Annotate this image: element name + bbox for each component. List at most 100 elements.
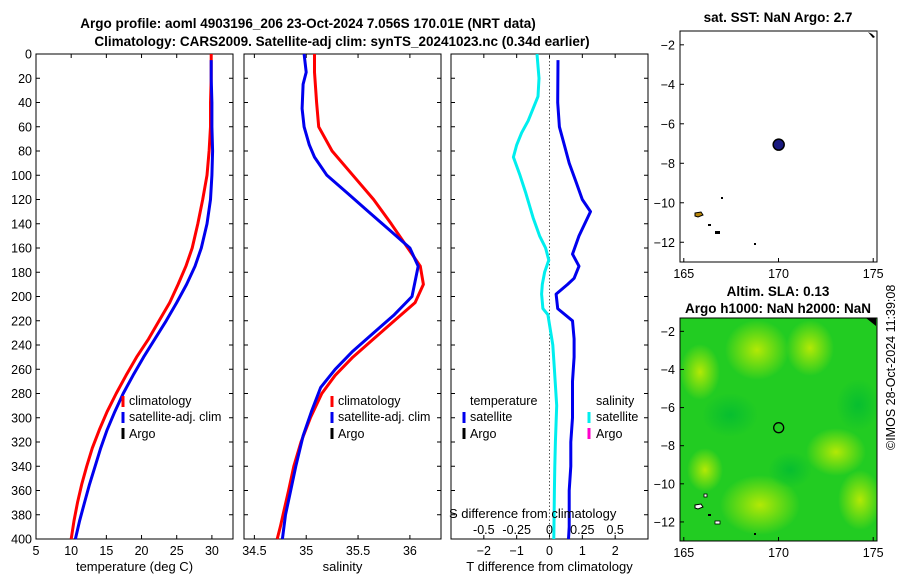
sla-blob (687, 448, 723, 492)
legend-heading-temperature: temperature (470, 394, 537, 408)
argo-position-marker (772, 138, 785, 151)
legend-label-temp-satellite: satellite (470, 410, 512, 424)
argo-position-marker (773, 422, 785, 434)
y-tick-label: 140 (11, 217, 32, 231)
sla-blob (702, 393, 758, 437)
map-y-tick-label: −4 (661, 363, 675, 377)
map-x-tick-label: 170 (768, 267, 789, 281)
y-tick-label: 280 (11, 387, 32, 401)
map-y-tick-label: −12 (654, 515, 675, 529)
map-y-tick-label: −8 (661, 439, 675, 453)
sla-blob (836, 379, 877, 431)
map-y-tick-label: −8 (661, 157, 675, 171)
y-tick-label: 180 (11, 266, 32, 280)
island (721, 197, 723, 199)
sla-blob (838, 470, 877, 530)
y-tick-label: 120 (11, 193, 32, 207)
sla-blob (806, 428, 866, 476)
legend-label-sal-satellite: satellite (596, 410, 638, 424)
x-axis-label: temperature (deg C) (76, 559, 193, 574)
island (754, 533, 756, 535)
island (715, 231, 720, 234)
s-tick-label: -0.25 (502, 523, 531, 537)
series-temperature-satellite (554, 60, 592, 540)
x-tick-label: 1 (579, 544, 586, 558)
x-tick-label: 35 (299, 544, 313, 558)
x-tick-label: −2 (477, 544, 491, 558)
imos-watermark: ©IMOS 28-Oct-2024 11:39:08 (884, 285, 898, 450)
sla-blob (720, 475, 800, 535)
map-x-tick-label: 165 (673, 546, 694, 560)
map-y-tick-label: −10 (654, 477, 675, 491)
x-tick-label: 5 (33, 544, 40, 558)
map-y-tick-label: −12 (654, 236, 675, 250)
x-tick-label: 25 (170, 544, 184, 558)
y-tick-label: 380 (11, 508, 32, 522)
island (703, 493, 708, 498)
y-tick-label: 400 (11, 533, 32, 547)
series-climatology (69, 54, 213, 540)
x-axis-label: T difference from climatology (466, 559, 633, 574)
main-title-line1: Argo profile: aoml 4903196_206 23-Oct-20… (80, 16, 535, 31)
island (714, 520, 721, 525)
sla-blob (725, 320, 789, 380)
sla-blob (680, 344, 720, 400)
plot-frame (35, 53, 234, 540)
x-tick-label: 0 (546, 544, 553, 558)
map-y-tick-label: −2 (661, 38, 675, 52)
island (868, 32, 875, 38)
map-x-tick-label: 175 (863, 546, 884, 560)
temperature-panel: 0 20 40 60 80 100 120 140 160 180 200 220 240 260 280 3… (11, 48, 234, 574)
difference-legend: temperature satellite Argo salinity sate… (462, 394, 638, 441)
main-title-line2: Climatology: CARS2009. Satellite-adj cli… (94, 34, 589, 49)
sla-blob (786, 320, 834, 376)
s-tick-label: 0.5 (606, 523, 623, 537)
map-y-tick-label: −4 (661, 78, 675, 92)
s-tick-label: -0.5 (473, 523, 495, 537)
sla-blob (768, 452, 812, 488)
legend-label-temp-argo: Argo (470, 427, 496, 441)
y-tick-label: 200 (11, 290, 32, 304)
map-y-tick-label: −2 (661, 325, 675, 339)
y-tick-label: 340 (11, 460, 32, 474)
sla-map-title-1: Altim. SLA: 0.13 (727, 284, 830, 299)
y-tick-label: 260 (11, 363, 32, 377)
sla-map-title-2: Argo h1000: NaN h2000: NaN (685, 301, 871, 316)
island (866, 318, 876, 326)
x-tick-label: 20 (135, 544, 149, 558)
series-satellite-adj-clim (280, 53, 420, 540)
island (754, 243, 756, 245)
salinity-panel: 34.5 35 35.5 36 salinity (242, 53, 442, 574)
legend-label-argo: Argo (129, 427, 155, 441)
map-x-tick-label: 165 (673, 267, 694, 281)
series-salinity-satellite (511, 53, 559, 540)
x-tick-label: 34.5 (242, 544, 266, 558)
y-tick-label: 20 (18, 72, 32, 86)
difference-panel: −2 −1 0 1 2T difference from climatology -0.5… (450, 53, 649, 574)
x-tick-label: 2 (612, 544, 619, 558)
islands (694, 32, 875, 245)
map-y-tick-label: −10 (654, 196, 675, 210)
y-tick-label: 360 (11, 484, 32, 498)
y-tick-label: 100 (11, 169, 32, 183)
y-tick-label: 80 (18, 145, 32, 159)
plot-frame (243, 53, 442, 540)
island (694, 211, 704, 218)
y-tick-label: 300 (11, 411, 32, 425)
legend-heading-salinity: salinity (596, 394, 635, 408)
sla-map-panel: 165 170 175 −2 −4 −6 −8 −10 −12 (654, 317, 884, 560)
y-tick-label: 40 (18, 96, 32, 110)
temperature-legend: climatology satellite-adj. clim Argo (121, 394, 221, 441)
sst-map-panel: 165 170 175 −2 −4 −6 −8 −10 −12 (654, 30, 884, 281)
x-tick-label: 30 (205, 544, 219, 558)
sst-map-title: sat. SST: NaN Argo: 2.7 (704, 10, 853, 25)
x-tick-label: 15 (99, 544, 113, 558)
y-tick-label: 0 (25, 48, 32, 62)
s-difference-label: S difference from climatology (449, 506, 617, 521)
legend-label-sal-argo: Argo (596, 427, 622, 441)
map-y-tick-label: −6 (661, 117, 675, 131)
x-axis-label: salinity (323, 559, 363, 574)
s-tick-label: 0 (546, 523, 553, 537)
legend-label-satellite: satellite-adj. clim (129, 410, 221, 424)
